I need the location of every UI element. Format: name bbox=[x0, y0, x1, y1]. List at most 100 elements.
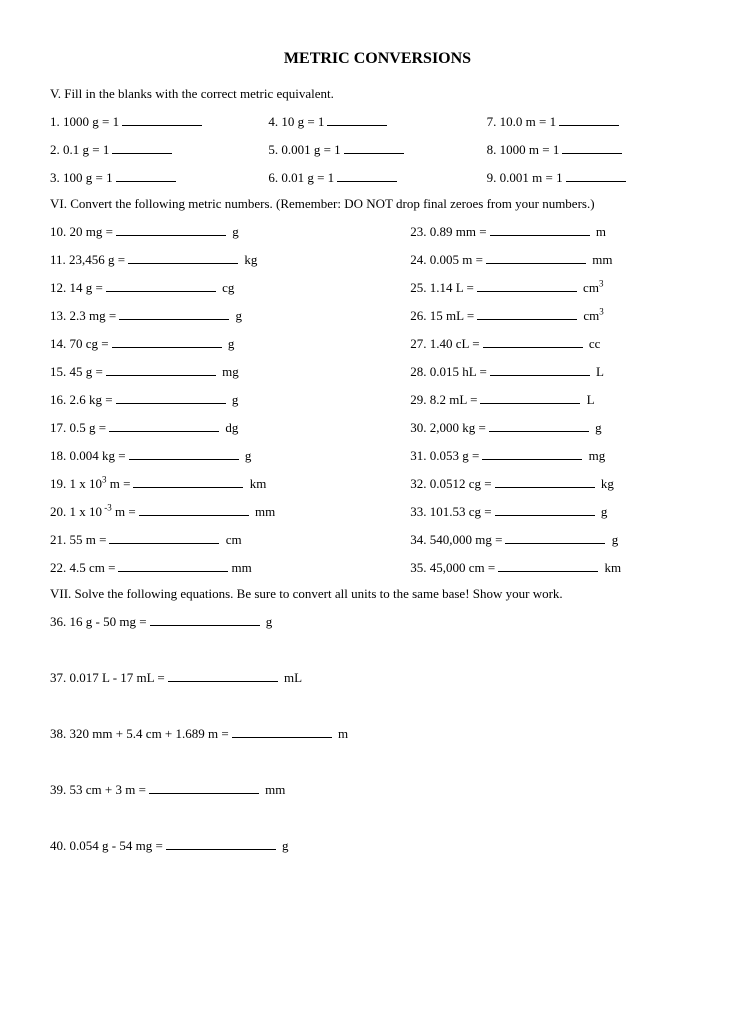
u10: g bbox=[232, 224, 239, 239]
blank[interactable] bbox=[483, 334, 583, 348]
q23: 23. 0.89 mm = bbox=[410, 224, 486, 239]
blank[interactable] bbox=[109, 418, 219, 432]
blank[interactable] bbox=[505, 530, 605, 544]
blank[interactable] bbox=[566, 168, 626, 182]
q7: 7. 10.0 m = 1 bbox=[487, 114, 556, 129]
q20b: m = bbox=[112, 504, 136, 519]
blank[interactable] bbox=[112, 334, 222, 348]
q8: 8. 1000 m = 1 bbox=[487, 142, 560, 157]
q35: 35. 45,000 cm = bbox=[410, 560, 495, 575]
u30: g bbox=[595, 420, 602, 435]
q28: 28. 0.015 hL = bbox=[410, 364, 487, 379]
u11: kg bbox=[244, 252, 257, 267]
blank[interactable] bbox=[480, 390, 580, 404]
u25exp: 3 bbox=[599, 279, 604, 289]
u33: g bbox=[601, 504, 608, 519]
q15: 15. 45 g = bbox=[50, 364, 103, 379]
q24: 24. 0.005 m = bbox=[410, 252, 483, 267]
blank[interactable] bbox=[118, 558, 228, 572]
q4: 4. 10 g = 1 bbox=[268, 114, 324, 129]
v-row-3: 3. 100 g = 1 6. 0.01 g = 1 9. 0.001 m = … bbox=[50, 168, 705, 186]
q18: 18. 0.004 kg = bbox=[50, 448, 126, 463]
q32: 32. 0.0512 cg = bbox=[410, 476, 491, 491]
blank[interactable] bbox=[150, 612, 260, 626]
blank[interactable] bbox=[112, 140, 172, 154]
blank[interactable] bbox=[344, 140, 404, 154]
u17: dg bbox=[225, 420, 238, 435]
q1: 1. 1000 g = 1 bbox=[50, 114, 119, 129]
blank[interactable] bbox=[129, 446, 239, 460]
q38: 38. 320 mm + 5.4 cm + 1.689 m = bbox=[50, 726, 229, 741]
blank[interactable] bbox=[106, 362, 216, 376]
u21: cm bbox=[226, 532, 242, 547]
u26: cm bbox=[583, 308, 599, 323]
u35: km bbox=[604, 560, 621, 575]
blank[interactable] bbox=[109, 530, 219, 544]
q27: 27. 1.40 cL = bbox=[410, 336, 479, 351]
blank[interactable] bbox=[495, 502, 595, 516]
q22: 22. 4.5 cm = bbox=[50, 560, 115, 575]
u37: mL bbox=[284, 670, 302, 685]
v-row-1: 1. 1000 g = 1 4. 10 g = 1 7. 10.0 m = 1 bbox=[50, 112, 705, 130]
blank[interactable] bbox=[490, 362, 590, 376]
blank[interactable] bbox=[116, 390, 226, 404]
blank[interactable] bbox=[122, 112, 202, 126]
u29: L bbox=[587, 392, 595, 407]
blank[interactable] bbox=[489, 418, 589, 432]
blank[interactable] bbox=[116, 168, 176, 182]
q3: 3. 100 g = 1 bbox=[50, 170, 113, 185]
blank[interactable] bbox=[232, 724, 332, 738]
blank[interactable] bbox=[562, 140, 622, 154]
q19a: 19. 1 x 10 bbox=[50, 476, 102, 491]
u26exp: 3 bbox=[599, 307, 604, 317]
q37: 37. 0.017 L - 17 mL = bbox=[50, 670, 165, 685]
q6: 6. 0.01 g = 1 bbox=[268, 170, 334, 185]
blank[interactable] bbox=[128, 250, 238, 264]
section-v-label: V. Fill in the blanks with the correct m… bbox=[50, 86, 705, 102]
u36: g bbox=[266, 614, 273, 629]
u12: cg bbox=[222, 280, 234, 295]
u24: mm bbox=[592, 252, 612, 267]
q34: 34. 540,000 mg = bbox=[410, 532, 502, 547]
q33: 33. 101.53 cg = bbox=[410, 504, 491, 519]
q36: 36. 16 g - 50 mg = bbox=[50, 614, 147, 629]
blank[interactable] bbox=[490, 222, 590, 236]
q2: 2. 0.1 g = 1 bbox=[50, 142, 109, 157]
blank[interactable] bbox=[116, 222, 226, 236]
q17: 17. 0.5 g = bbox=[50, 420, 106, 435]
blank[interactable] bbox=[498, 558, 598, 572]
blank[interactable] bbox=[482, 446, 582, 460]
q31: 31. 0.053 g = bbox=[410, 448, 479, 463]
q5: 5. 0.001 g = 1 bbox=[268, 142, 340, 157]
u34: g bbox=[612, 532, 619, 547]
blank[interactable] bbox=[477, 306, 577, 320]
u18: g bbox=[245, 448, 252, 463]
blank[interactable] bbox=[139, 502, 249, 516]
q39: 39. 53 cm + 3 m = bbox=[50, 782, 146, 797]
blank[interactable] bbox=[559, 112, 619, 126]
blank[interactable] bbox=[477, 278, 577, 292]
blank[interactable] bbox=[495, 474, 595, 488]
q29: 29. 8.2 mL = bbox=[410, 392, 477, 407]
v-row-2: 2. 0.1 g = 1 5. 0.001 g = 1 8. 1000 m = … bbox=[50, 140, 705, 158]
u27: cc bbox=[589, 336, 601, 351]
blank[interactable] bbox=[149, 780, 259, 794]
blank[interactable] bbox=[133, 474, 243, 488]
blank[interactable] bbox=[327, 112, 387, 126]
blank[interactable] bbox=[486, 250, 586, 264]
q26: 26. 15 mL = bbox=[410, 308, 474, 323]
q30: 30. 2,000 kg = bbox=[410, 420, 486, 435]
blank[interactable] bbox=[106, 278, 216, 292]
q11: 11. 23,456 g = bbox=[50, 252, 125, 267]
u38: m bbox=[338, 726, 348, 741]
q9: 9. 0.001 m = 1 bbox=[487, 170, 563, 185]
blank[interactable] bbox=[337, 168, 397, 182]
blank[interactable] bbox=[166, 836, 276, 850]
u13: g bbox=[235, 308, 242, 323]
q21: 21. 55 m = bbox=[50, 532, 106, 547]
section-vi-label: VI. Convert the following metric numbers… bbox=[50, 196, 705, 212]
blank[interactable] bbox=[168, 668, 278, 682]
u14: g bbox=[228, 336, 235, 351]
blank[interactable] bbox=[119, 306, 229, 320]
u25: cm bbox=[583, 280, 599, 295]
